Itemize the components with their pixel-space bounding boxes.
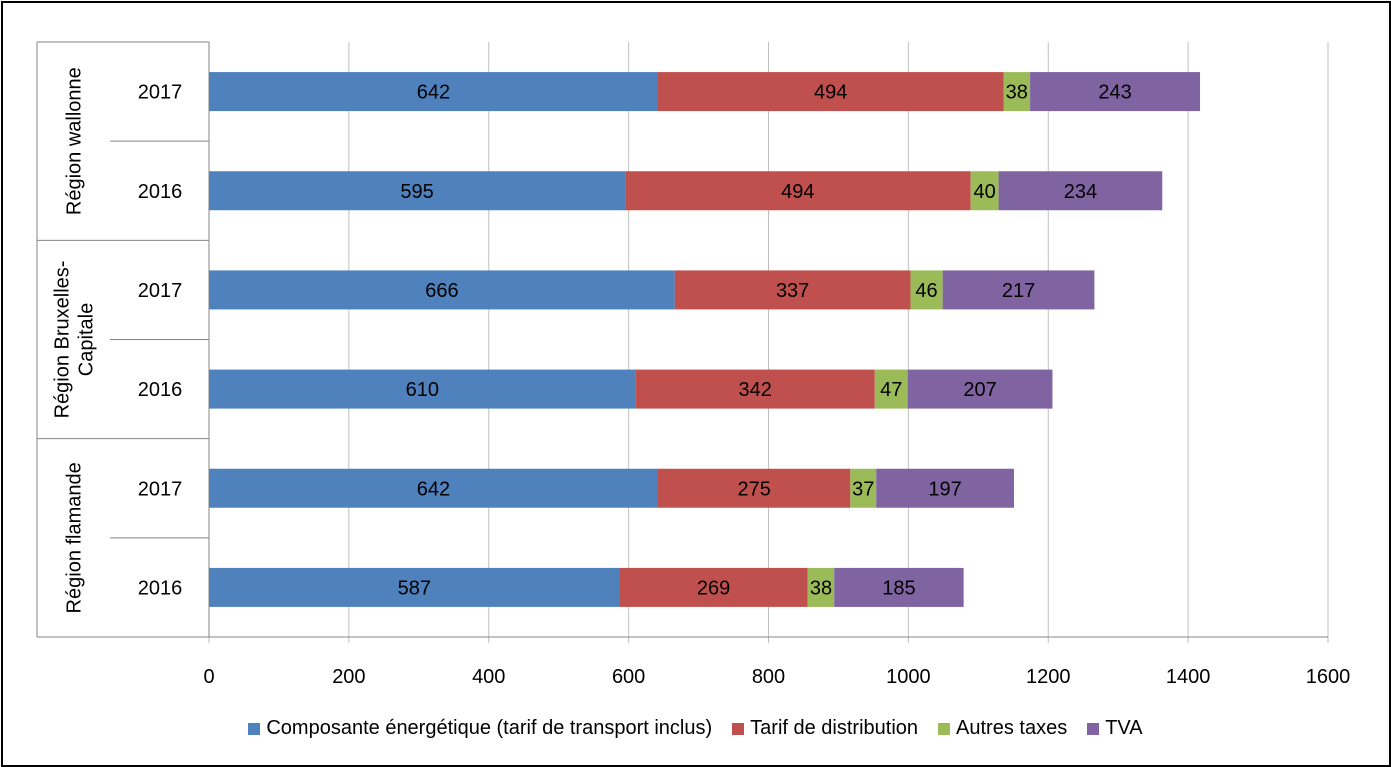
x-tick-label: 1400 <box>1166 666 1211 688</box>
bar-segment <box>942 270 1095 310</box>
legend-item: Autres taxes <box>938 717 1067 740</box>
x-tick-label: 400 <box>472 666 505 688</box>
data-label: 243 <box>1098 82 1131 104</box>
bar-segment <box>657 468 851 508</box>
legend-swatch <box>248 722 261 735</box>
y-category-label: 2017 <box>138 478 183 500</box>
y-category-label: 2016 <box>138 181 183 203</box>
data-label: 37 <box>852 478 874 500</box>
bar-segment <box>970 171 999 211</box>
data-label: 337 <box>776 280 809 302</box>
bar-segment <box>635 369 875 409</box>
bar-segment <box>807 567 835 607</box>
data-label: 587 <box>398 577 431 599</box>
data-label: 642 <box>417 478 450 500</box>
group-label: Région wallonne <box>64 67 86 215</box>
group-label: Région Bruxelles- <box>52 261 74 419</box>
bar-segment <box>910 270 943 310</box>
legend-item: Tarif de distribution <box>732 717 918 740</box>
data-label: 275 <box>737 478 770 500</box>
data-label: 595 <box>400 181 433 203</box>
bar-segment <box>625 171 971 211</box>
y-category-label: 2016 <box>138 577 183 599</box>
data-label: 197 <box>928 478 961 500</box>
bar-segment <box>209 270 675 310</box>
data-label: 269 <box>697 577 730 599</box>
data-label: 207 <box>963 379 996 401</box>
bar-segment <box>850 468 877 508</box>
bar-segment <box>834 567 964 607</box>
y-category-label: 2017 <box>138 280 183 302</box>
data-label: 666 <box>425 280 458 302</box>
group-label: Région flamande <box>64 462 86 613</box>
bar-segment <box>907 369 1053 409</box>
x-tick-label: 200 <box>332 666 365 688</box>
legend-label: TVA <box>1105 717 1143 739</box>
data-label: 494 <box>781 181 814 203</box>
x-tick-label: 1000 <box>886 666 931 688</box>
data-label: 40 <box>973 181 995 203</box>
bar-segment <box>874 369 908 409</box>
bar-segment <box>998 171 1163 211</box>
bar-segment <box>209 369 636 409</box>
bar-segment <box>209 72 658 112</box>
legend-swatch <box>732 722 745 735</box>
x-tick-label: 600 <box>612 666 645 688</box>
legend-label: Tarif de distribution <box>750 717 919 739</box>
legend-swatch <box>1087 722 1100 735</box>
data-label: 234 <box>1064 181 1097 203</box>
bar-segment <box>619 567 808 607</box>
x-tick-label: 0 <box>203 666 214 688</box>
data-label: 38 <box>1006 82 1028 104</box>
data-label: 46 <box>915 280 937 302</box>
data-label: 38 <box>810 577 832 599</box>
x-tick-label: 1200 <box>1026 666 1071 688</box>
data-label: 610 <box>406 379 439 401</box>
bar-segment <box>657 72 1004 112</box>
bar-segment <box>209 567 620 607</box>
bar-segment <box>674 270 911 310</box>
chart-legend: Composante énergétique (tarif de transpo… <box>0 717 1391 740</box>
legend-label: Composante énergétique (tarif de transpo… <box>266 717 713 739</box>
data-label: 185 <box>882 577 915 599</box>
x-tick-label: 1600 <box>1306 666 1351 688</box>
data-label: 342 <box>739 379 772 401</box>
bar-segment <box>209 171 626 211</box>
bar-segment <box>1003 72 1031 112</box>
group-label: Capitale <box>76 303 98 376</box>
y-category-label: 2017 <box>138 82 183 104</box>
bar-segment <box>876 468 1014 508</box>
legend-swatch <box>938 722 951 735</box>
y-category-label: 2016 <box>138 379 183 401</box>
legend-item: Composante énergétique (tarif de transpo… <box>248 717 712 740</box>
bar-segment <box>209 468 658 508</box>
bar-segment <box>1030 72 1201 112</box>
data-label: 642 <box>417 82 450 104</box>
data-label: 494 <box>814 82 847 104</box>
legend-label: Autres taxes <box>956 717 1068 739</box>
legend-item: TVA <box>1087 717 1143 740</box>
data-label: 47 <box>880 379 902 401</box>
data-label: 217 <box>1002 280 1035 302</box>
x-tick-label: 800 <box>752 666 785 688</box>
